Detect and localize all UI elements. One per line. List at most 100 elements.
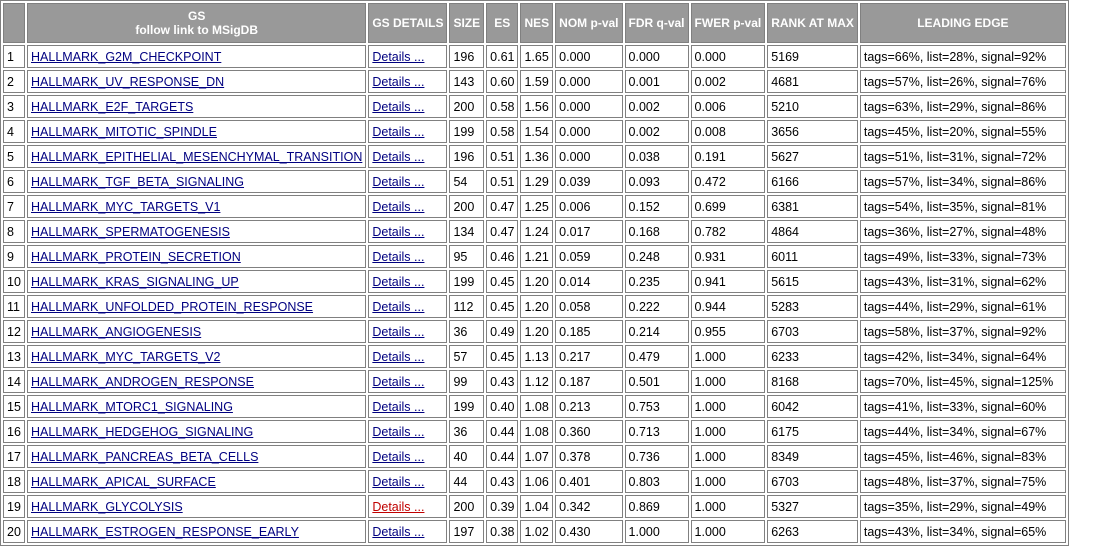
fwer-pval-cell: 0.955 xyxy=(690,320,766,343)
leading-edge-cell: tags=45%, list=20%, signal=55% xyxy=(859,120,1066,143)
table-row: 18 HALLMARK_APICAL_SURFACE Details ... 44 0.… xyxy=(3,470,1066,493)
fdr-qval-cell: 0.002 xyxy=(624,120,689,143)
details-link[interactable]: Details ... xyxy=(372,299,425,314)
gene-set-cell: HALLMARK_MYC_TARGETS_V2 xyxy=(27,345,367,368)
details-link[interactable]: Details ... xyxy=(372,324,425,339)
gene-set-link[interactable]: HALLMARK_G2M_CHECKPOINT xyxy=(31,49,222,64)
row-index: 10 xyxy=(3,270,25,293)
gene-set-link[interactable]: HALLMARK_PROTEIN_SECRETION xyxy=(31,249,241,264)
details-link[interactable]: Details ... xyxy=(372,49,425,64)
gene-set-cell: HALLMARK_E2F_TARGETS xyxy=(27,95,367,118)
gene-set-link[interactable]: HALLMARK_MYC_TARGETS_V1 xyxy=(31,199,221,214)
es-cell: 0.46 xyxy=(486,245,519,268)
details-link[interactable]: Details ... xyxy=(372,424,425,439)
nom-pval-cell: 0.000 xyxy=(555,95,623,118)
fwer-pval-cell: 1.000 xyxy=(690,520,766,543)
fdr-qval-cell: 0.214 xyxy=(624,320,689,343)
es-cell: 0.43 xyxy=(486,470,519,493)
rank-at-max-cell: 5627 xyxy=(767,145,858,168)
size-cell: 36 xyxy=(449,420,485,443)
leading-edge-cell: tags=58%, list=37%, signal=92% xyxy=(859,320,1066,343)
table-row: 13 HALLMARK_MYC_TARGETS_V2 Details ... 57 0.… xyxy=(3,345,1066,368)
es-cell: 0.49 xyxy=(486,320,519,343)
table-row: 20 HALLMARK_ESTROGEN_RESPONSE_EARLY Detail… xyxy=(3,520,1066,543)
fwer-pval-cell: 0.008 xyxy=(690,120,766,143)
details-cell: Details ... xyxy=(368,245,448,268)
es-cell: 0.38 xyxy=(486,520,519,543)
nom-pval-cell: 0.217 xyxy=(555,345,623,368)
row-index: 9 xyxy=(3,245,25,268)
details-link[interactable]: Details ... xyxy=(372,399,425,414)
details-link[interactable]: Details ... xyxy=(372,224,425,239)
gene-set-link[interactable]: HALLMARK_MYC_TARGETS_V2 xyxy=(31,349,221,364)
details-link[interactable]: Details ... xyxy=(372,249,425,264)
gene-set-link[interactable]: HALLMARK_UV_RESPONSE_DN xyxy=(31,74,225,89)
details-link[interactable]: Details ... xyxy=(372,274,425,289)
size-cell: 200 xyxy=(449,95,485,118)
gene-set-link[interactable]: HALLMARK_UNFOLDED_PROTEIN_RESPONSE xyxy=(31,299,314,314)
details-link[interactable]: Details ... xyxy=(372,474,425,489)
leading-edge-cell: tags=44%, list=34%, signal=67% xyxy=(859,420,1066,443)
gene-set-link[interactable]: HALLMARK_GLYCOLYSIS xyxy=(31,499,183,514)
es-cell: 0.45 xyxy=(486,295,519,318)
gene-set-link[interactable]: HALLMARK_SPERMATOGENESIS xyxy=(31,224,230,239)
gene-set-link[interactable]: HALLMARK_HEDGEHOG_SIGNALING xyxy=(31,424,254,439)
gene-set-cell: HALLMARK_KRAS_SIGNALING_UP xyxy=(27,270,367,293)
fdr-qval-cell: 1.000 xyxy=(624,520,689,543)
fdr-qval-cell: 0.093 xyxy=(624,170,689,193)
gene-set-link[interactable]: HALLMARK_E2F_TARGETS xyxy=(31,99,194,114)
rank-at-max-cell: 3656 xyxy=(767,120,858,143)
details-link[interactable]: Details ... xyxy=(372,374,425,389)
gene-set-cell: HALLMARK_ESTROGEN_RESPONSE_EARLY xyxy=(27,520,367,543)
rank-at-max-cell: 5169 xyxy=(767,45,858,68)
details-link[interactable]: Details ... xyxy=(372,199,425,214)
details-link[interactable]: Details ... xyxy=(372,349,425,364)
gene-set-cell: HALLMARK_PANCREAS_BETA_CELLS xyxy=(27,445,367,468)
details-link[interactable]: Details ... xyxy=(372,499,425,514)
leading-edge-cell: tags=45%, list=46%, signal=83% xyxy=(859,445,1066,468)
nes-cell: 1.21 xyxy=(520,245,554,268)
leading-edge-cell: tags=43%, list=34%, signal=65% xyxy=(859,520,1066,543)
header-leading-edge: LEADING EDGE xyxy=(859,3,1066,43)
gene-set-link[interactable]: HALLMARK_TGF_BETA_SIGNALING xyxy=(31,174,245,189)
details-link[interactable]: Details ... xyxy=(372,149,425,164)
fdr-qval-cell: 0.248 xyxy=(624,245,689,268)
details-link[interactable]: Details ... xyxy=(372,524,425,539)
gene-set-link[interactable]: HALLMARK_ANDROGEN_RESPONSE xyxy=(31,374,254,389)
details-link[interactable]: Details ... xyxy=(372,99,425,114)
rank-at-max-cell: 6175 xyxy=(767,420,858,443)
table-row: 1 HALLMARK_G2M_CHECKPOINT Details ... 196 0.… xyxy=(3,45,1066,68)
size-cell: 200 xyxy=(449,195,485,218)
details-link[interactable]: Details ... xyxy=(372,449,425,464)
gene-set-link[interactable]: HALLMARK_EPITHELIAL_MESENCHYMAL_TRANSITI… xyxy=(31,149,363,164)
row-index: 14 xyxy=(3,370,25,393)
gene-set-cell: HALLMARK_MYC_TARGETS_V1 xyxy=(27,195,367,218)
fdr-qval-cell: 0.479 xyxy=(624,345,689,368)
gene-set-link[interactable]: HALLMARK_MTORC1_SIGNALING xyxy=(31,399,233,414)
details-link[interactable]: Details ... xyxy=(372,124,425,139)
es-cell: 0.58 xyxy=(486,95,519,118)
nom-pval-cell: 0.059 xyxy=(555,245,623,268)
fdr-qval-cell: 0.000 xyxy=(624,45,689,68)
fdr-qval-cell: 0.152 xyxy=(624,195,689,218)
nes-cell: 1.20 xyxy=(520,295,554,318)
gene-set-link[interactable]: HALLMARK_APICAL_SURFACE xyxy=(31,474,216,489)
details-link[interactable]: Details ... xyxy=(372,174,425,189)
size-cell: 44 xyxy=(449,470,485,493)
gene-set-link[interactable]: HALLMARK_ANGIOGENESIS xyxy=(31,324,202,339)
gene-set-cell: HALLMARK_TGF_BETA_SIGNALING xyxy=(27,170,367,193)
details-link[interactable]: Details ... xyxy=(372,74,425,89)
gene-set-link[interactable]: HALLMARK_KRAS_SIGNALING_UP xyxy=(31,274,239,289)
gene-set-link[interactable]: HALLMARK_ESTROGEN_RESPONSE_EARLY xyxy=(31,524,299,539)
table-row: 16 HALLMARK_HEDGEHOG_SIGNALING Details ...… xyxy=(3,420,1066,443)
gene-set-cell: HALLMARK_GLYCOLYSIS xyxy=(27,495,367,518)
details-cell: Details ... xyxy=(368,520,448,543)
rank-at-max-cell: 8349 xyxy=(767,445,858,468)
gene-set-link[interactable]: HALLMARK_MITOTIC_SPINDLE xyxy=(31,124,217,139)
rank-at-max-cell: 6011 xyxy=(767,245,858,268)
gene-set-link[interactable]: HALLMARK_PANCREAS_BETA_CELLS xyxy=(31,449,259,464)
header-rank-at-max: RANK AT MAX xyxy=(767,3,858,43)
header-fwer-pval: FWER p-val xyxy=(690,3,766,43)
header-size: SIZE xyxy=(449,3,485,43)
nes-cell: 1.59 xyxy=(520,70,554,93)
